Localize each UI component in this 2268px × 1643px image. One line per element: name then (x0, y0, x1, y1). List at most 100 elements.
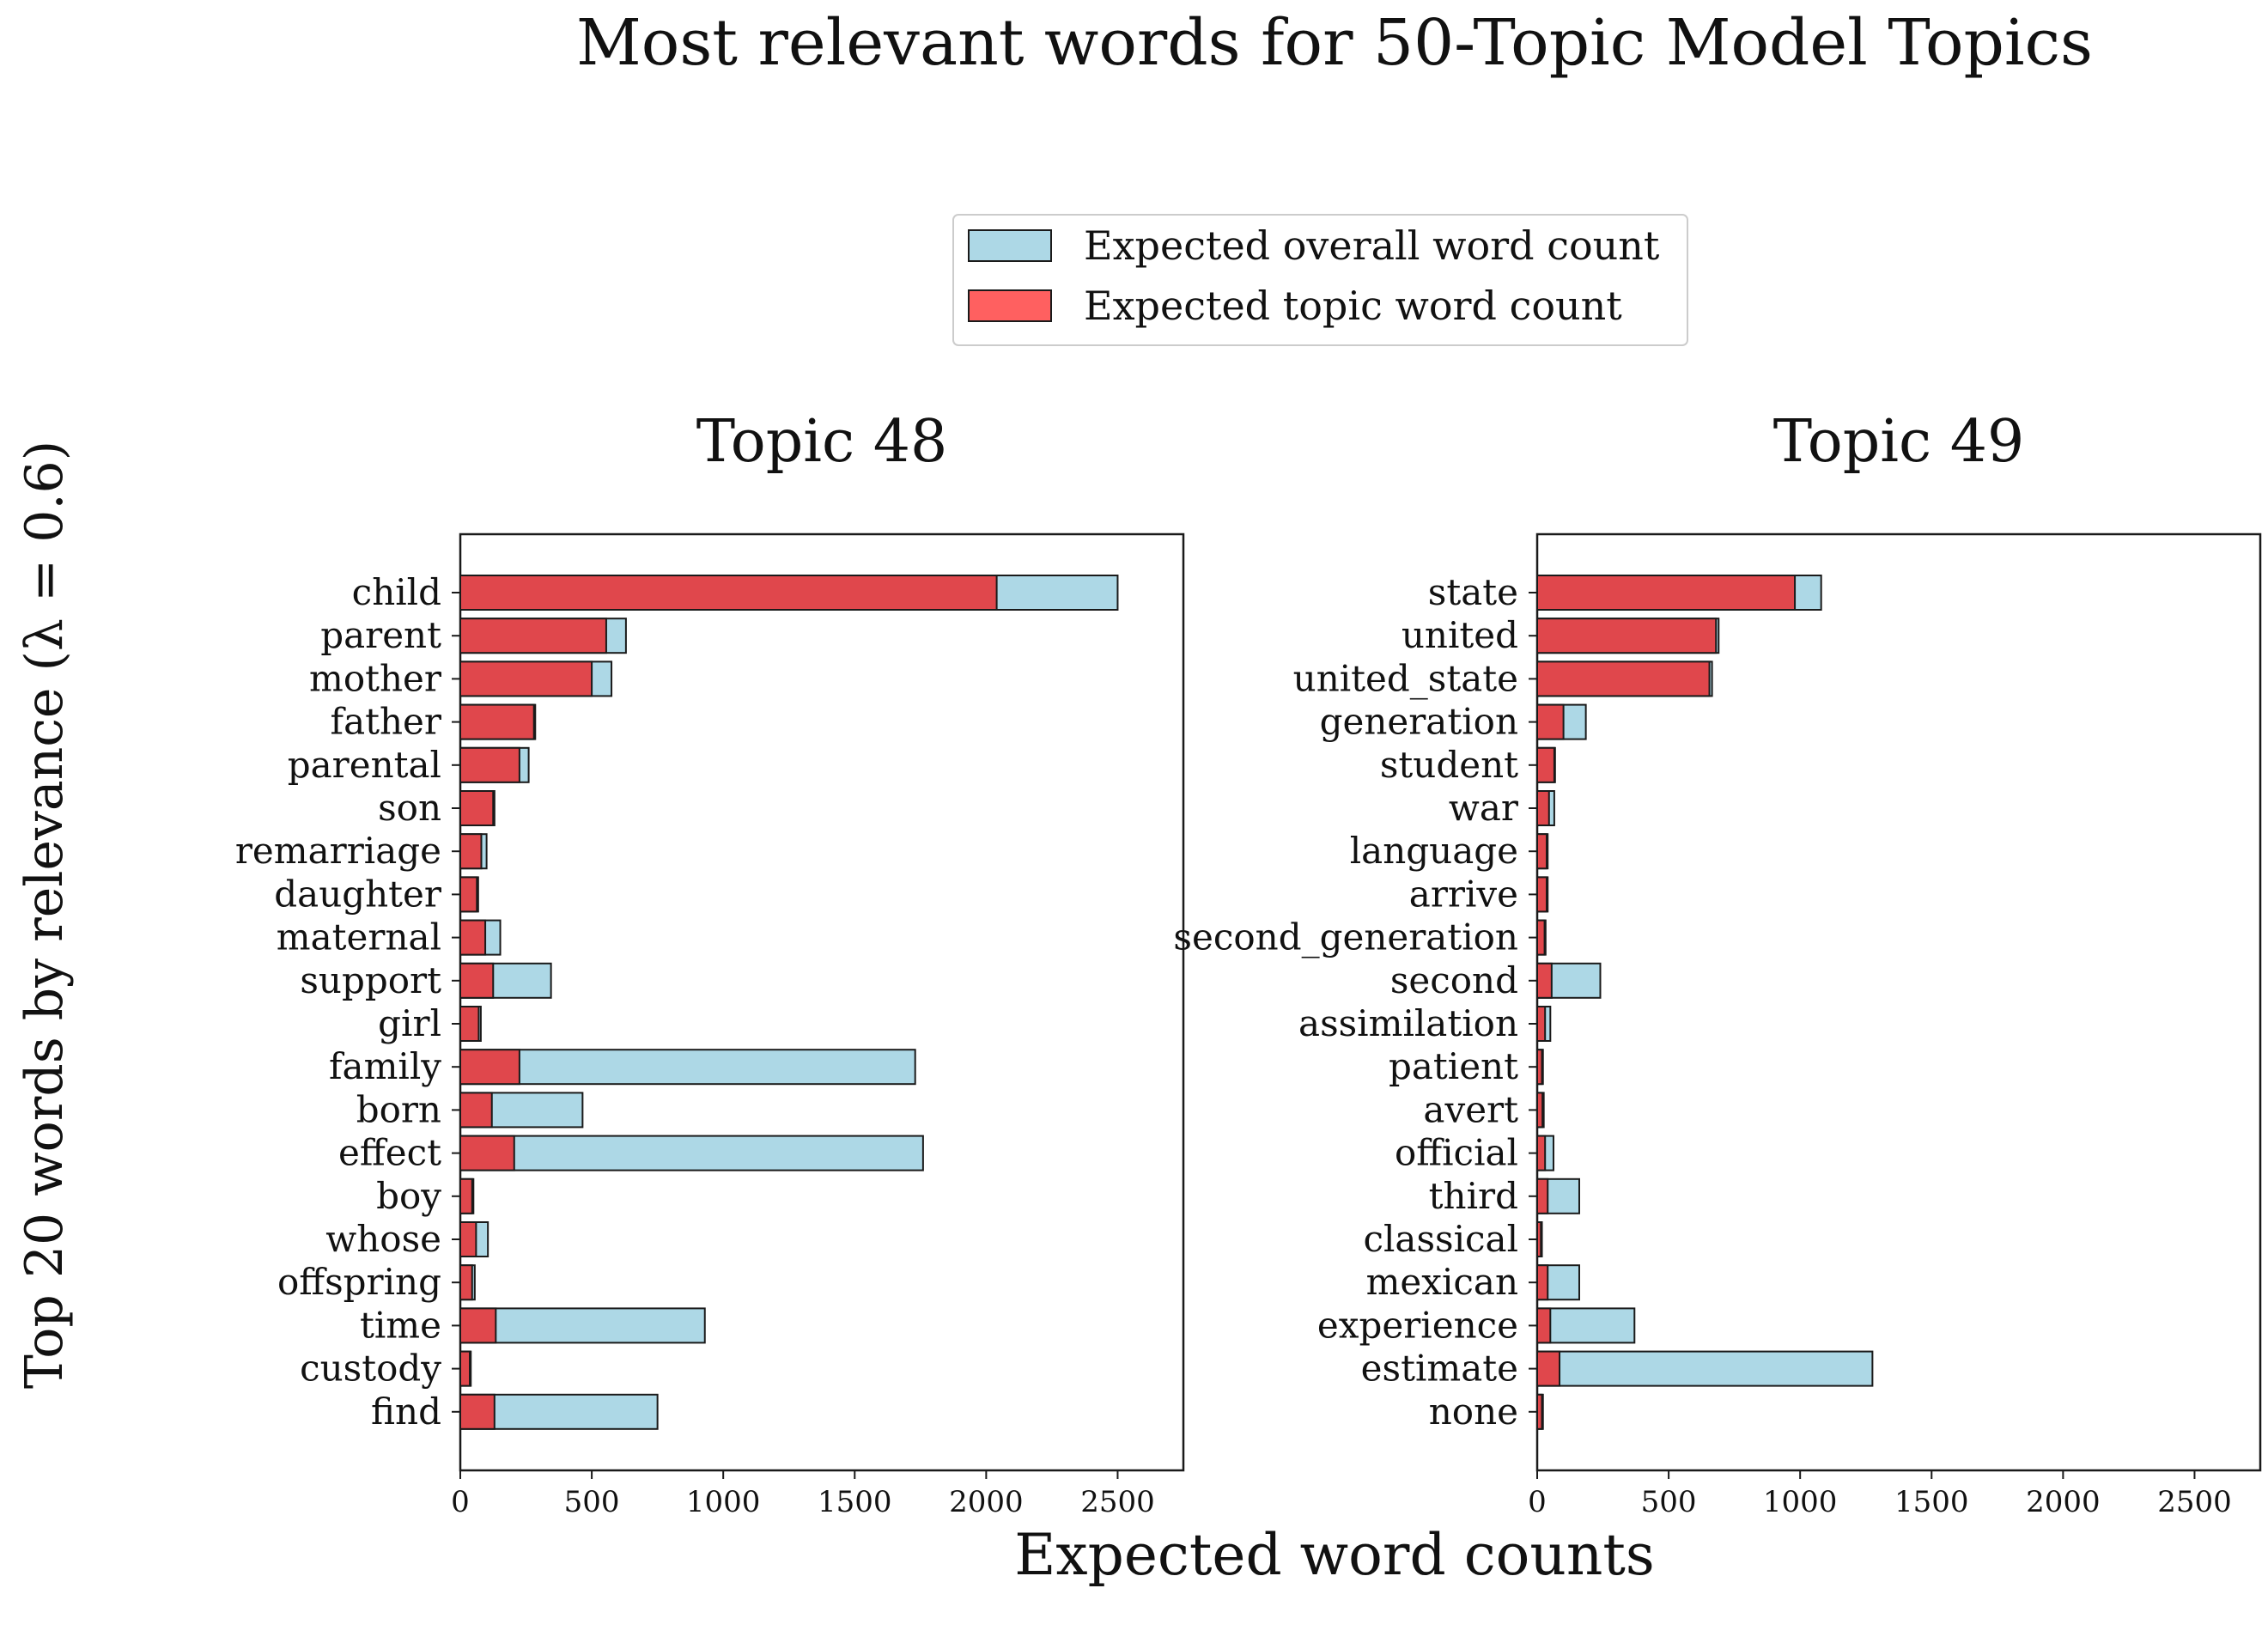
y-tick-label: find (371, 1390, 441, 1433)
bar-topic (459, 876, 478, 913)
y-tick-label: maternal (277, 916, 441, 958)
x-tick-label: 1000 (686, 1485, 761, 1519)
bar-topic (1536, 833, 1548, 870)
x-tick-label: 2000 (2026, 1485, 2101, 1519)
y-tick-label: child (352, 571, 441, 613)
bar-topic (459, 1350, 471, 1387)
legend-label-topic: Expected topic word count (1084, 283, 1622, 329)
legend-swatch-overall (968, 229, 1052, 262)
y-tick-label: effect (338, 1132, 441, 1174)
bar-topic (1536, 1177, 1549, 1214)
x-tick-label: 0 (1528, 1485, 1547, 1519)
x-tick-label: 500 (564, 1485, 620, 1519)
y-tick-label: custody (300, 1348, 441, 1390)
y-tick-label: son (378, 787, 441, 829)
bar-topic (1536, 746, 1555, 783)
y-tick-label: girl (378, 1002, 441, 1044)
x-tick-label: 1500 (1894, 1485, 1969, 1519)
bar-topic (459, 746, 520, 783)
x-tick-label: 2500 (1080, 1485, 1155, 1519)
x-tick-label: 0 (451, 1485, 470, 1519)
y-tick-label: time (360, 1304, 441, 1346)
y-tick-label: boy (376, 1175, 441, 1217)
bar-topic (1536, 1350, 1561, 1387)
bar-topic (1536, 1006, 1547, 1042)
bar-overall (459, 1049, 916, 1086)
panel-title: Topic 49 (1773, 408, 2025, 476)
x-tick-label: 1500 (818, 1485, 892, 1519)
bar-topic (459, 919, 487, 956)
bar-topic (1536, 703, 1565, 740)
y-tick-label: classical (1363, 1218, 1518, 1260)
bar-topic (459, 575, 998, 611)
panel-topic-49: Topic 49 0 500 1000 1500 2000 2500 stateunitedu… (1173, 408, 2262, 1519)
y-tick-label: experience (1317, 1304, 1518, 1346)
bar-topic (459, 1135, 515, 1171)
y-tick-label: assimilation (1298, 1002, 1518, 1044)
legend-swatch-topic (968, 289, 1052, 322)
bar-topic (459, 962, 495, 999)
y-tick-label: official (1395, 1132, 1518, 1174)
y-tick-label: generation (1320, 701, 1518, 743)
y-tick-label: avert (1423, 1088, 1518, 1130)
bar-topic (1536, 962, 1553, 999)
bar-overall (459, 1307, 706, 1344)
y-tick-label: war (1449, 787, 1519, 829)
y-tick-label: parental (288, 744, 441, 786)
panel-title: Topic 48 (696, 408, 948, 476)
bar-overall (459, 1135, 924, 1171)
bar-topic (459, 618, 607, 654)
bar-topic (459, 833, 483, 870)
bar-topic (459, 1221, 477, 1257)
y-tick-label: daughter (274, 873, 442, 915)
bar-topic (1536, 1092, 1544, 1129)
y-tick-label: support (300, 959, 441, 1001)
y-tick-label: remarriage (235, 830, 441, 872)
bar-overall (1536, 1350, 1874, 1387)
x-tick-label: 1000 (1763, 1485, 1838, 1519)
y-axis-label: Top 20 words by relevance (λ = 0.6) (15, 441, 75, 1389)
chart-title: Most relevant words for 50-Topic Model T… (576, 6, 2093, 80)
y-tick-label: united_state (1293, 657, 1518, 699)
panel-topic-48: Topic 480 500 1000 1500 2000 2500childparentm… (235, 408, 1185, 1519)
y-tick-label: united (1402, 614, 1518, 656)
bar-topic (459, 1264, 473, 1301)
y-tick-label: estimate (1361, 1348, 1518, 1390)
x-tick-label: 2000 (949, 1485, 1024, 1519)
y-tick-label: mother (309, 657, 442, 699)
bar-topic (459, 703, 535, 740)
y-tick-label: mexican (1366, 1261, 1518, 1303)
y-tick-label: state (1428, 571, 1518, 613)
y-tick-label: third (1429, 1175, 1518, 1217)
bar-topic (1536, 575, 1797, 611)
y-tick-label: family (329, 1045, 441, 1087)
bar-topic (1536, 919, 1546, 956)
bar-overall (1536, 1307, 1636, 1344)
legend-box (952, 214, 1688, 346)
y-tick-label: arrive (1409, 873, 1518, 915)
legend: Expected overall word count Expected top… (952, 214, 1688, 346)
y-tick-label: father (331, 701, 442, 743)
bar-topic (1536, 876, 1548, 913)
bar-topic (459, 1177, 473, 1214)
y-tick-label: offspring (277, 1261, 441, 1303)
x-tick-label: 500 (1641, 1485, 1697, 1519)
bar-topic (1536, 618, 1718, 654)
y-tick-label: language (1350, 830, 1518, 872)
bar-topic (1536, 1221, 1542, 1257)
bar-topic (459, 1049, 520, 1086)
bar-topic (1536, 1307, 1552, 1344)
bar-topic (1536, 1393, 1543, 1430)
bar-topic (459, 1307, 497, 1344)
bar-topic (459, 790, 495, 826)
y-tick-label: parent (320, 614, 441, 656)
bar-topic (1536, 790, 1550, 826)
bar-topic (459, 1393, 496, 1430)
y-tick-label: none (1429, 1390, 1518, 1433)
y-tick-label: patient (1389, 1045, 1518, 1087)
y-tick-label: whose (325, 1218, 441, 1260)
x-axis-label: Expected word counts (1014, 1522, 1655, 1588)
bar-topic (1536, 660, 1711, 697)
legend-label-overall: Expected overall word count (1084, 222, 1660, 269)
